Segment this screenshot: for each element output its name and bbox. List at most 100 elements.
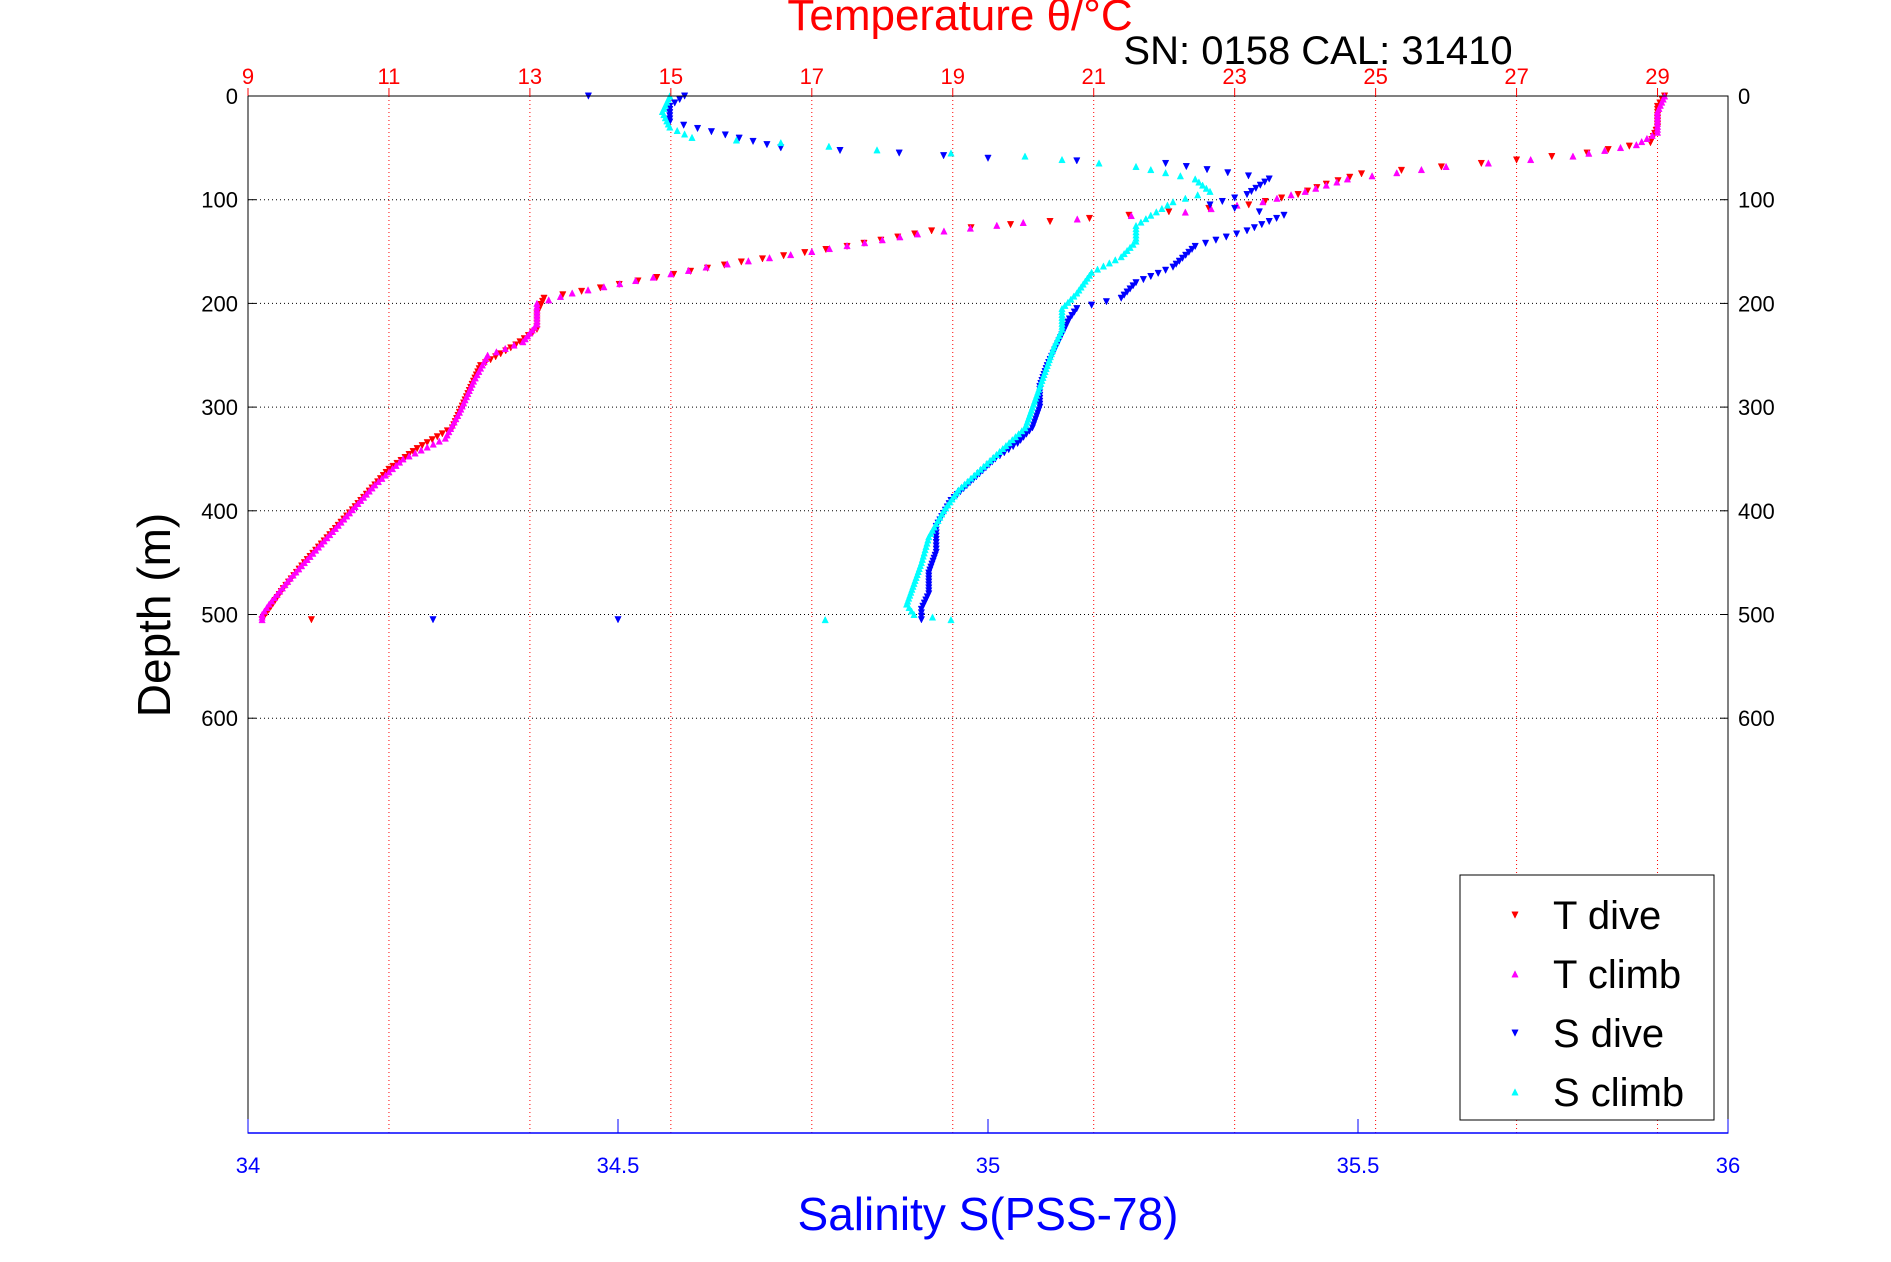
data-point [501,344,509,352]
data-point [1258,221,1266,229]
data-point [438,430,446,438]
data-point [1287,191,1295,199]
data-point [1638,137,1646,146]
data-point [1087,301,1096,309]
data-point [1527,155,1535,164]
data-point [1158,204,1166,212]
data-point [821,615,829,624]
data-point [1064,298,1072,306]
data-point [1648,131,1656,139]
data-point [357,496,365,504]
data-point [986,456,994,464]
data-point [307,616,316,624]
data-point [345,509,354,517]
data-point [359,493,368,501]
data-point [1176,172,1185,180]
data-point [1437,163,1446,171]
data-point [1008,435,1016,444]
data-point [1632,140,1640,149]
data-point [423,443,431,451]
temperature-tick-label: 27 [1504,64,1528,89]
data-point [340,515,348,523]
data-point [1073,305,1081,313]
data-point [1198,181,1207,189]
data-point [947,615,955,624]
salinity-tick-label: 34 [236,1153,260,1178]
data-point [418,442,426,450]
data-point [1243,191,1251,199]
data-point [702,263,710,271]
data-point [825,244,834,253]
temperature-tick-label: 21 [1081,64,1105,89]
data-point [1099,262,1108,270]
data-point [1073,289,1081,297]
data-point [545,296,553,304]
data-point [976,465,985,473]
data-point [673,126,681,135]
data-point [1569,152,1577,160]
data-point [429,440,437,448]
data-point [1182,163,1190,171]
data-point [1085,214,1094,223]
data-point [577,287,586,296]
data-point [1154,269,1162,278]
data-point [910,610,918,618]
data-point [378,474,386,482]
data-point [667,270,675,278]
data-point [1120,249,1128,258]
data-point [1095,159,1103,167]
data-point [984,154,992,162]
data-point [957,483,966,491]
data-point [1011,432,1020,441]
data-point [787,250,795,259]
data-point [1005,438,1013,447]
data-point [1625,142,1633,150]
data-point [568,289,576,297]
depth-tick-label-right: 100 [1738,188,1775,213]
data-point [1058,155,1066,164]
data-point [1273,194,1281,202]
data-point [1163,201,1172,209]
data-point [328,527,337,535]
y-axis-label: Depth (m) [128,513,180,717]
data-point [917,609,926,617]
data-point [1255,208,1263,216]
data-point [878,236,886,244]
data-point [861,238,869,247]
legend-label: S dive [1553,1012,1664,1056]
data-point [417,446,425,454]
data-point [320,537,328,545]
data-point [295,565,303,573]
data-point [258,615,266,624]
data-point [1601,146,1609,154]
data-point [1250,224,1259,232]
data-point [1201,239,1210,248]
salinity-tick-label: 35.5 [1337,1153,1380,1178]
depth-tick-label-right: 0 [1738,84,1750,109]
data-point [292,568,300,576]
data-point [684,266,693,274]
data-point [1161,168,1170,177]
data-point [763,141,771,149]
legend-label: T dive [1553,894,1661,938]
data-point [1194,191,1202,199]
temperature-tick-label: 23 [1222,64,1246,89]
depth-tick-label-right: 300 [1738,395,1775,420]
temperature-tick-label: 29 [1645,64,1669,89]
data-point [1181,208,1189,216]
data-point [1127,211,1135,220]
data-point [777,138,785,147]
data-point [297,562,306,570]
data-point [289,571,297,579]
depth-tick-label-left: 100 [201,188,238,213]
data-point [843,241,851,250]
temperature-tick-label: 9 [242,64,254,89]
data-point [343,512,351,520]
data-point [337,518,345,526]
series-s-climb [658,92,1214,624]
data-point [1015,430,1023,438]
data-point [966,224,974,232]
data-point [1068,312,1076,320]
data-point [584,286,592,294]
depth-tick-label-left: 500 [201,603,238,628]
